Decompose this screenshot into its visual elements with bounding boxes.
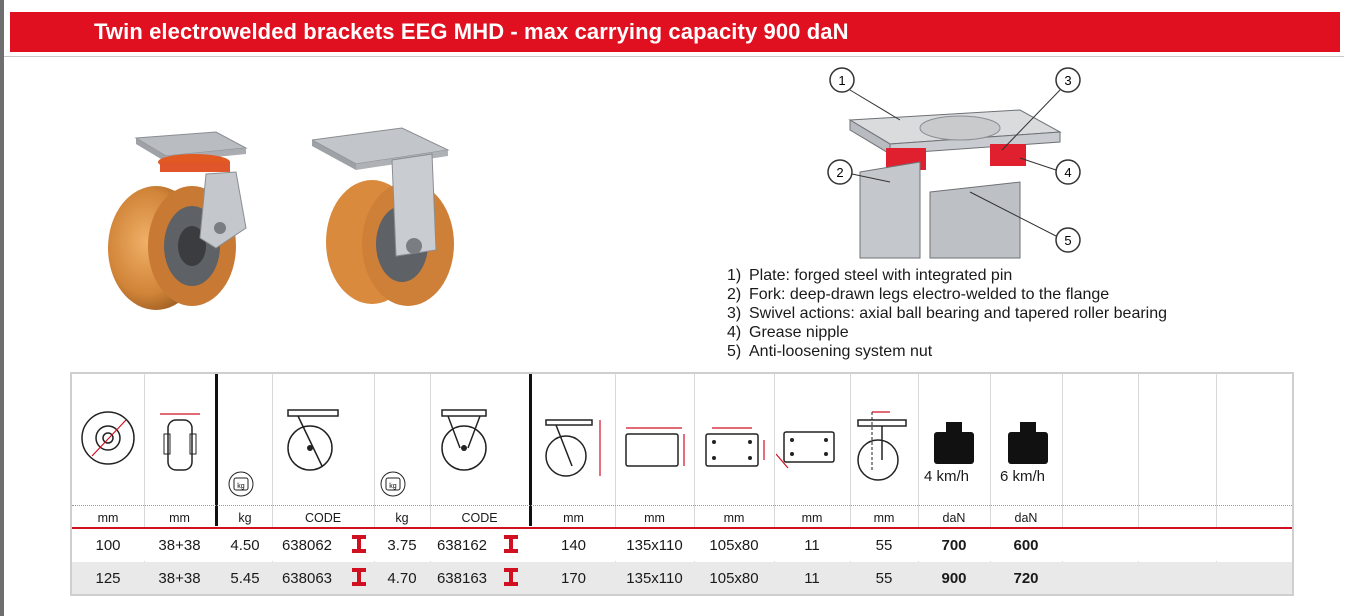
hole-spacing-icon bbox=[705, 427, 765, 467]
svg-text:2: 2 bbox=[836, 165, 843, 180]
feature-item: 1) Plate: forged steel with integrated pi… bbox=[727, 267, 1013, 284]
feature-item: 2) Fork: deep-drawn legs electro-welded t… bbox=[727, 286, 1110, 303]
callout-1: 1 bbox=[829, 67, 901, 121]
svg-text:5: 5 bbox=[1064, 233, 1071, 248]
fixed-castor-photo bbox=[312, 127, 454, 306]
table-row: 100 38+38 4.50 638062 3.75 638162 140 13… bbox=[72, 529, 1292, 561]
callout-3: 3 bbox=[1001, 67, 1081, 151]
feature-list: 1) Plate: forged steel with integrated pi… bbox=[727, 266, 1167, 361]
red-stop-icon bbox=[504, 535, 518, 553]
left-border bbox=[0, 0, 4, 616]
title-divider bbox=[4, 56, 1344, 57]
red-stop-icon bbox=[352, 535, 366, 553]
overall-height-icon bbox=[545, 419, 601, 477]
weight-icon: kg bbox=[228, 471, 254, 497]
bracket-diagram: 1 2 3 4 5 bbox=[827, 67, 1081, 259]
swivel-castor-icon bbox=[287, 409, 339, 471]
svg-text:4: 4 bbox=[1064, 165, 1071, 180]
speed-label-6: 6 km/h bbox=[1000, 468, 1046, 485]
callout-4: 4 bbox=[1019, 157, 1081, 185]
swivel-castor-photo bbox=[108, 131, 248, 310]
swivel-offset-icon bbox=[857, 411, 907, 481]
load-weight-icon bbox=[1008, 422, 1048, 464]
feature-item: 3) Swivel actions: axial ball bearing and… bbox=[727, 305, 1168, 322]
bolt-hole-icon bbox=[776, 431, 835, 469]
callout-2: 2 bbox=[827, 159, 891, 185]
callout-5: 5 bbox=[969, 191, 1081, 253]
speed-label-4: 4 km/h bbox=[924, 468, 970, 485]
page-title: Twin electrowelded brackets EEG MHD - ma… bbox=[94, 19, 849, 44]
weight-icon: kg bbox=[380, 471, 406, 497]
svg-text:1: 1 bbox=[838, 73, 845, 88]
fixed-castor-icon bbox=[441, 409, 487, 471]
wheel-width-icon bbox=[160, 413, 200, 471]
spec-table: kg kg bbox=[70, 372, 1294, 596]
wheel-diameter-icon bbox=[81, 411, 135, 465]
load-weight-icon bbox=[934, 422, 974, 464]
plate-size-icon bbox=[625, 427, 685, 467]
svg-text:kg: kg bbox=[389, 483, 397, 490]
title-bar: Twin electrowelded brackets EEG MHD - ma… bbox=[10, 12, 1340, 52]
red-stop-icon bbox=[504, 568, 518, 586]
svg-text:3: 3 bbox=[1064, 73, 1071, 88]
unit-row: mm mm kg CODE kg CODE mm mm mm mm mm daN… bbox=[97, 511, 1038, 525]
feature-item: 4) Grease nipple bbox=[727, 324, 849, 341]
red-stop-icon bbox=[352, 568, 366, 586]
feature-item: 5) Anti-loosening system nut bbox=[727, 343, 933, 360]
table-row: 125 38+38 5.45 638063 4.70 638163 170 13… bbox=[72, 562, 1292, 594]
svg-text:kg: kg bbox=[237, 483, 245, 490]
